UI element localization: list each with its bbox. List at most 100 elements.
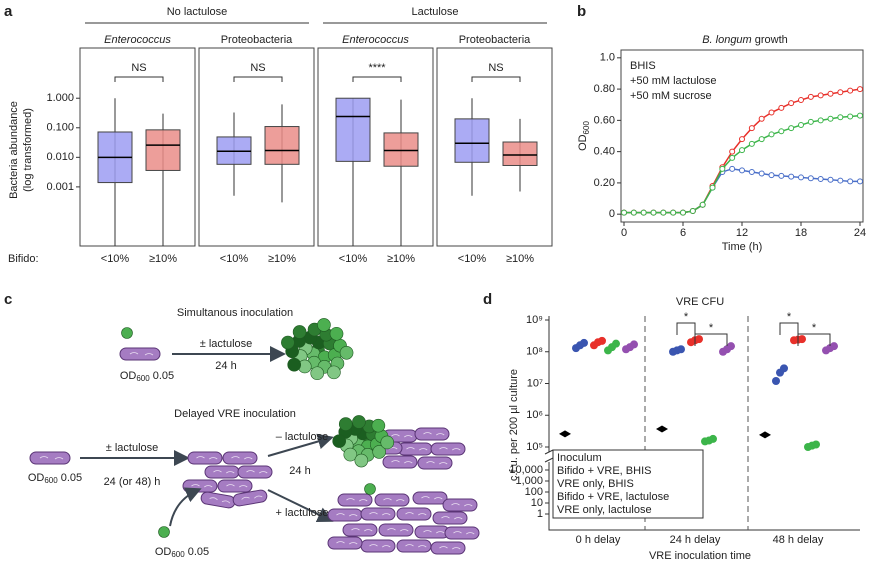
x-tick-label: ≥10% [268, 253, 296, 265]
y-tick-label: 0.100 [46, 122, 74, 134]
data-point [621, 209, 627, 216]
facet-frame [317, 47, 434, 247]
x-tick-label: <10% [101, 253, 130, 265]
bacterium-body [444, 526, 480, 540]
bacterium-bifido [281, 335, 295, 350]
data-point [788, 125, 795, 132]
bacterium-body [204, 465, 240, 479]
data-point [758, 136, 765, 143]
data-point [817, 176, 824, 182]
data-point [656, 425, 668, 433]
data-point [660, 209, 667, 216]
bacterium-detail [423, 432, 445, 436]
x-axis-title: VRE inoculation time [649, 550, 751, 562]
data-point [689, 208, 696, 215]
x-tick-label: <10% [220, 253, 249, 265]
y-tick-label: 0.20 [594, 177, 615, 189]
bacterium-bifido [292, 325, 307, 339]
od-value: 0.05 [153, 370, 174, 382]
od-value: 0.05 [188, 546, 209, 558]
bacterium-body [237, 465, 273, 479]
bacterium-vre [414, 427, 450, 441]
bacterium-detail [129, 352, 154, 356]
y-tick-label: 10,000 [509, 464, 543, 476]
bacterium-vre [232, 489, 268, 507]
x-axis-title: Bifido: [8, 253, 39, 265]
data-point [817, 117, 824, 124]
bacterium-vre [430, 541, 466, 555]
legend-entry: Bifido + VRE, lactulose [557, 491, 669, 503]
series-line [624, 114, 861, 214]
bacterium-body [374, 493, 410, 507]
od-text: OD [155, 546, 172, 558]
bacterium-bifido [338, 417, 353, 431]
bacterium-bifido [339, 345, 354, 360]
data-point [807, 93, 814, 100]
y-axis-title-main: OD [577, 134, 589, 151]
od-sub: 600 [44, 476, 58, 485]
bacterium-detail [213, 470, 235, 474]
significance-bracket [233, 76, 283, 82]
od-label: OD600 0.05 [155, 546, 209, 559]
x-tick-label: 0 h delay [576, 534, 621, 546]
y-tick-label: 0.60 [594, 114, 615, 126]
data-point [772, 376, 780, 385]
data-point [847, 113, 854, 120]
y-tick-label: 1,000 [515, 475, 543, 487]
bacterium-vre [29, 451, 71, 465]
data-point [748, 168, 755, 175]
bacterium-vre [378, 523, 414, 537]
facet-title: Proteobacteria [459, 34, 531, 46]
data-point [817, 92, 824, 99]
bacterium-vre [217, 479, 253, 493]
bacterium-vre [360, 507, 396, 521]
od-label: OD600 0.05 [28, 472, 82, 485]
data-point [719, 165, 726, 172]
bacterium-vre [187, 451, 223, 465]
x-tick-label: ≥10% [506, 253, 534, 265]
data-point [680, 209, 686, 216]
bacterium-vre [396, 507, 432, 521]
data-point [830, 342, 838, 351]
legend-entry: +50 mM sucrose [630, 90, 712, 102]
data-point [780, 364, 788, 373]
data-point [670, 209, 677, 216]
data-point [768, 172, 775, 179]
data-point [727, 342, 735, 351]
bacterium-detail [336, 513, 358, 517]
y-tick-label: 1.0 [600, 52, 615, 64]
arrow-label: 24 (or 48) h [104, 476, 161, 488]
bacterium-detail [231, 456, 253, 460]
significance: * [787, 311, 792, 323]
bacterium-body [200, 491, 236, 509]
data-point [729, 148, 736, 155]
significance-bracket [676, 322, 696, 335]
data-point [798, 122, 804, 129]
y-tick-label: 10⁵ [526, 441, 543, 453]
data-point [837, 177, 844, 184]
data-point [598, 336, 606, 345]
bacterium-bifido [352, 415, 366, 429]
data-point [812, 440, 820, 449]
data-point [778, 172, 785, 179]
box [145, 129, 181, 171]
legend-entry: BHIS [630, 60, 656, 72]
data-point [630, 340, 638, 349]
bacterium-detail [453, 531, 475, 535]
significance-bracket [471, 76, 521, 82]
chart-title-rest: growth [755, 34, 788, 46]
panel-label: d [483, 291, 492, 308]
y-axis-title-line: Bacteria abundance [8, 101, 20, 199]
bacterium-detail [441, 516, 463, 520]
bacterium-detail [351, 528, 373, 532]
bacterium-vre [119, 347, 161, 361]
y-tick-label: 10⁷ [527, 377, 543, 389]
data-point [759, 431, 771, 439]
facet-frame [436, 47, 553, 247]
group-label: No lactulose [167, 6, 228, 18]
bacterium-detail [241, 495, 263, 500]
bacterium-body [397, 442, 433, 456]
bacterium-detail [426, 461, 448, 465]
box [454, 118, 490, 163]
